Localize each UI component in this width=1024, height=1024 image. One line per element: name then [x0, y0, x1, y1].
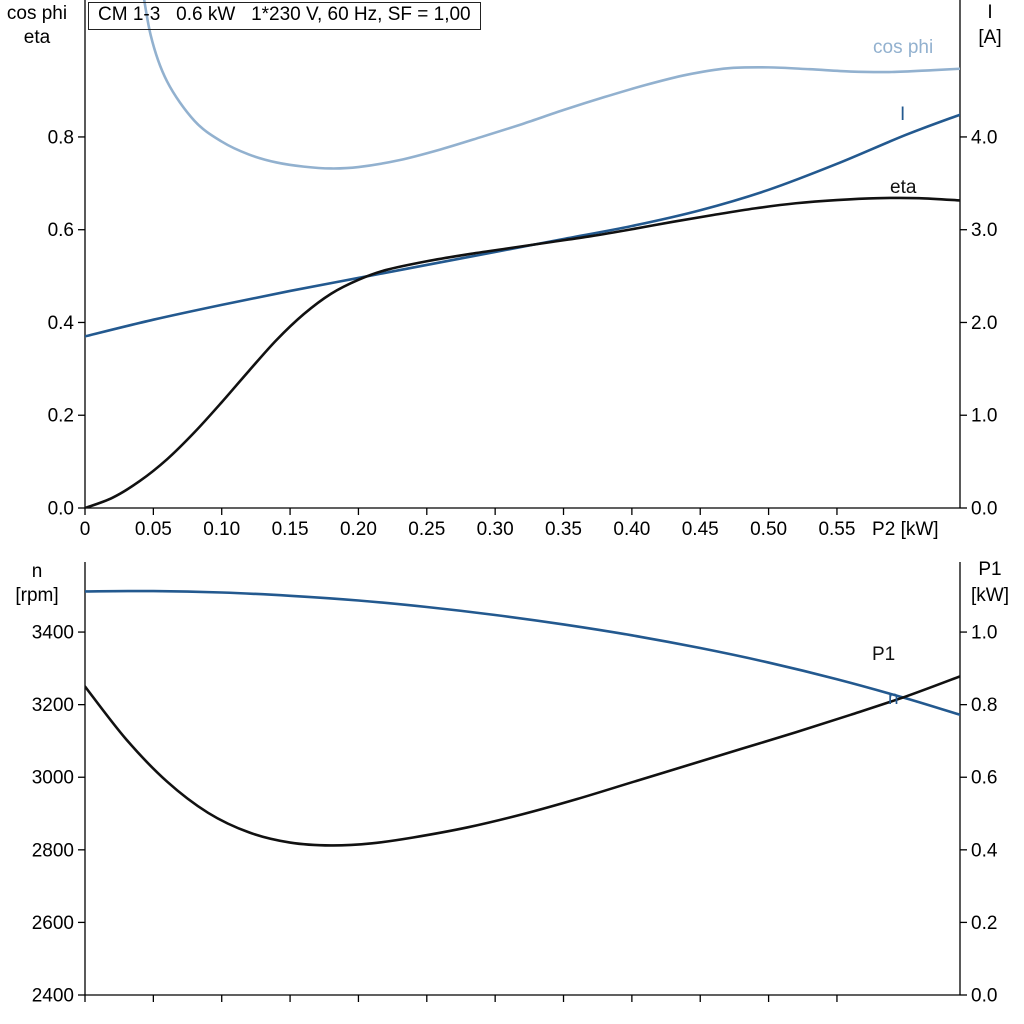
y-tick-label-left: 2400: [32, 986, 74, 1007]
curve-label-current: I: [900, 104, 906, 125]
top-chart-right-axis-title-1: I: [987, 2, 993, 23]
bottom-chart-right-axis-title-2: [kW]: [971, 585, 1009, 606]
bottom-chart-left-axis-title-1: n: [31, 561, 43, 582]
curve-label-eta: eta: [890, 177, 917, 198]
x-tick-label: 0.45: [682, 519, 719, 540]
x-tick-label: 0.30: [477, 519, 514, 540]
y-tick-label-right: 1.0: [971, 623, 997, 644]
curve-label-cos-phi: cos phi: [873, 37, 934, 58]
y-tick-label-left: 0.0: [48, 499, 74, 520]
x-tick-label: 0.10: [203, 519, 240, 540]
series-line-p1: [85, 675, 960, 847]
x-tick-label: 0.05: [135, 519, 172, 540]
x-tick-label: 0.15: [272, 519, 309, 540]
series-line-cos-phi: [142, 0, 960, 170]
series-line-eta: [85, 196, 960, 508]
y-tick-label-right: 0.4: [971, 840, 998, 861]
curve-label-n: n: [888, 688, 899, 709]
x-tick-label: 0.20: [340, 519, 377, 540]
x-tick-label: 0.35: [545, 519, 582, 540]
chart-title-box: CM 1-3 0.6 kW 1*230 V, 60 Hz, SF = 1,00: [88, 2, 481, 30]
y-tick-label-left: 3200: [32, 695, 74, 716]
bottom-chart-left-axis-title-2: [rpm]: [15, 585, 59, 606]
y-tick-label-left: 3000: [32, 768, 74, 789]
y-tick-label-right: 0.6: [971, 768, 997, 789]
x-tick-label: 0.25: [408, 519, 445, 540]
y-tick-label-left: 0.8: [48, 127, 74, 148]
y-tick-label-left: 2800: [32, 840, 74, 861]
y-tick-label-left: 3400: [32, 623, 74, 644]
x-tick-label: 0.40: [613, 519, 650, 540]
y-tick-label-right: 0.2: [971, 913, 997, 934]
bottom-chart-right-axis-title-1: P1: [978, 559, 1002, 580]
curve-label-p1: P1: [872, 644, 896, 665]
top-chart-left-axis-title-1: cos phi: [6, 3, 68, 24]
top-chart-left-axis-title-2: eta: [23, 27, 51, 48]
y-tick-label-right: 0.8: [971, 695, 997, 716]
y-tick-label-right: 2.0: [971, 313, 997, 334]
x-axis-label: P2 [kW]: [872, 519, 939, 540]
series-line-i: [85, 113, 960, 338]
y-tick-label-right: 4.0: [971, 127, 997, 148]
x-tick-label: 0.50: [750, 519, 787, 540]
y-tick-label-right: 1.0: [971, 406, 997, 427]
y-tick-label-right: 3.0: [971, 220, 997, 241]
y-tick-label-left: 2600: [32, 913, 74, 934]
y-tick-label-left: 0.4: [48, 313, 75, 334]
series-line-n: [85, 589, 960, 717]
y-tick-label-right: 0.0: [971, 499, 997, 520]
top-chart-right-axis-title-2: [A]: [978, 27, 1002, 48]
x-tick-label: 0.55: [818, 519, 855, 540]
x-tick-label: 0: [80, 519, 91, 540]
y-tick-label-left: 0.6: [48, 220, 74, 241]
y-tick-label-right: 0.0: [971, 986, 997, 1007]
y-tick-label-left: 0.2: [48, 406, 74, 427]
